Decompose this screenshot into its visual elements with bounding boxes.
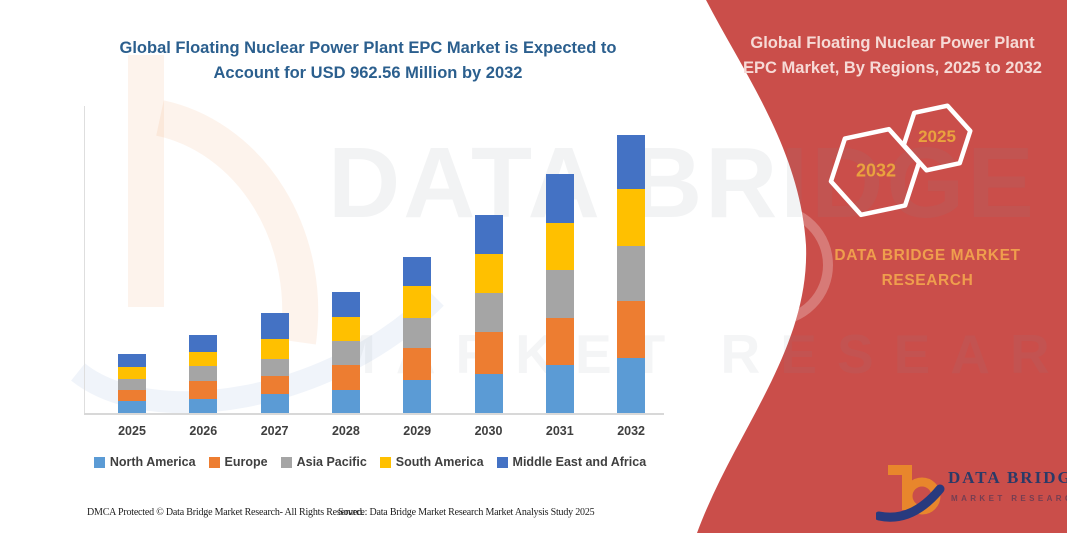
legend-label: Middle East and Africa [512, 455, 647, 469]
bar-segment-asia-pacific-2029 [403, 318, 432, 348]
bar-2025 [118, 353, 146, 413]
footer-source-text: Source: Data Bridge Market Research Mark… [338, 507, 595, 518]
chart-title-line2: Account for USD 962.56 Million by 2032 [213, 64, 523, 82]
bar-segment-north-america-2026 [189, 398, 218, 413]
bar-segment-europe-2028 [331, 364, 360, 390]
banner-shape [697, 0, 1067, 533]
footer-dmca-text: DMCA Protected © Data Bridge Market Rese… [87, 507, 365, 518]
bar-2030 [474, 214, 503, 413]
legend-swatch-icon [379, 456, 391, 468]
banner-title-line1: Global Floating Nuclear Power Plant [750, 34, 1035, 52]
x-axis-label-2031: 2031 [545, 424, 574, 438]
hexagon-badges [828, 103, 973, 218]
bar-segment-asia-pacific-2026 [189, 365, 218, 381]
legend-item-north-america: North America [93, 455, 196, 469]
legend-label: South America [395, 455, 484, 469]
bar-segment-north-america-2029 [403, 380, 432, 413]
bar-segment-south-america-2030 [474, 253, 503, 294]
bar-segment-south-america-2027 [260, 338, 289, 359]
legend-swatch-icon [93, 456, 105, 468]
bar-segment-asia-pacific-2027 [260, 358, 289, 376]
bar-2026 [189, 335, 218, 413]
logo-swoosh [876, 484, 945, 522]
legend-item-middle-east-and-africa: Middle East and Africa [496, 455, 647, 469]
bar-segment-asia-pacific-2030 [474, 293, 503, 332]
bar-segment-north-america-2027 [260, 393, 289, 413]
legend-label: Asia Pacific [296, 455, 367, 469]
bar-segment-middle-east-and-africa-2025 [118, 353, 146, 368]
bar-segment-north-america-2032 [617, 357, 646, 413]
banner-title: Global Floating Nuclear Power Plant EPC … [728, 31, 1057, 81]
legend: North America Europe Asia Pacific South Ame… [66, 455, 674, 469]
bar-segment-asia-pacific-2032 [617, 245, 646, 302]
legend-label: North America [109, 455, 196, 469]
bar-segment-europe-2031 [545, 317, 574, 365]
legend-item-asia-pacific: Asia Pacific [280, 455, 367, 469]
data-bridge-logo-icon [876, 465, 945, 522]
x-axis-label-2025: 2025 [118, 424, 146, 438]
legend-item-south-america: South America [379, 455, 484, 469]
bar-segment-middle-east-and-africa-2027 [260, 313, 289, 339]
x-axis-label-2026: 2026 [189, 424, 218, 438]
x-axis-label-2029: 2029 [403, 424, 432, 438]
bar-segment-north-america-2025 [118, 401, 146, 413]
chart-title: Global Floating Nuclear Power Plant EPC … [62, 36, 674, 86]
legend-swatch-icon [208, 456, 220, 468]
legend-item-europe: Europe [208, 455, 268, 469]
banner-brand-text: DATA BRIDGE MARKET RESEARCH [800, 243, 1055, 293]
bar-2029 [403, 256, 432, 413]
bar-segment-europe-2029 [403, 347, 432, 381]
bar-2031 [545, 174, 574, 413]
bar-segment-asia-pacific-2028 [331, 341, 360, 365]
bar-2027 [260, 313, 289, 413]
bar-segment-middle-east-and-africa-2030 [474, 214, 503, 254]
bar-segment-europe-2027 [260, 375, 289, 394]
x-axis-label-2028: 2028 [331, 424, 360, 438]
logo-b-flag [888, 465, 911, 475]
banner-brand-line2: RESEARCH [881, 272, 974, 289]
bar-segment-europe-2025 [118, 389, 146, 402]
bar-segment-north-america-2030 [474, 374, 503, 413]
bar-segment-middle-east-and-africa-2026 [189, 335, 218, 353]
bar-segment-asia-pacific-2025 [118, 379, 146, 390]
bar-segment-south-america-2026 [189, 352, 218, 366]
hexagon-year-2032: 2032 [855, 160, 897, 181]
x-axis-line [84, 413, 664, 415]
banner-title-line2: EPC Market, By Regions, 2025 to 2032 [743, 59, 1042, 77]
banner-brand-line1: DATA BRIDGE MARKET [834, 247, 1021, 264]
hexagon-year-2025: 2025 [918, 127, 956, 146]
x-axis-label-2030: 2030 [474, 424, 503, 438]
bar-2028 [331, 291, 360, 413]
bar-segment-asia-pacific-2031 [545, 270, 574, 318]
logo-tagline: MARKET RESEARCH [951, 494, 1067, 503]
bar-segment-south-america-2029 [403, 285, 432, 319]
legend-swatch-icon [496, 456, 508, 468]
logo-wordmark: DATA BRIDGE [948, 468, 1067, 487]
bar-segment-north-america-2028 [331, 389, 360, 413]
bar-segment-south-america-2031 [545, 222, 574, 271]
legend-label: Europe [224, 455, 268, 469]
bar-segment-europe-2026 [189, 380, 218, 399]
legend-swatch-icon [280, 456, 292, 468]
bar-segment-europe-2030 [474, 331, 503, 374]
bar-segment-middle-east-and-africa-2029 [403, 256, 432, 286]
hexagon-2032 [828, 126, 922, 218]
bar-segment-europe-2032 [617, 301, 646, 358]
y-axis-line [84, 106, 85, 414]
bar-segment-north-america-2031 [545, 364, 574, 413]
x-axis-label-2027: 2027 [260, 424, 289, 438]
bar-segment-middle-east-and-africa-2031 [545, 174, 574, 223]
bar-segment-middle-east-and-africa-2032 [617, 135, 646, 190]
bar-2032 [617, 135, 646, 413]
chart-title-line1: Global Floating Nuclear Power Plant EPC … [119, 39, 617, 57]
bar-segment-south-america-2032 [617, 189, 646, 246]
bar-segment-south-america-2025 [118, 367, 146, 380]
bar-segment-south-america-2028 [331, 317, 360, 342]
bar-segment-middle-east-and-africa-2028 [331, 291, 360, 318]
x-axis-label-2032: 2032 [617, 424, 645, 438]
